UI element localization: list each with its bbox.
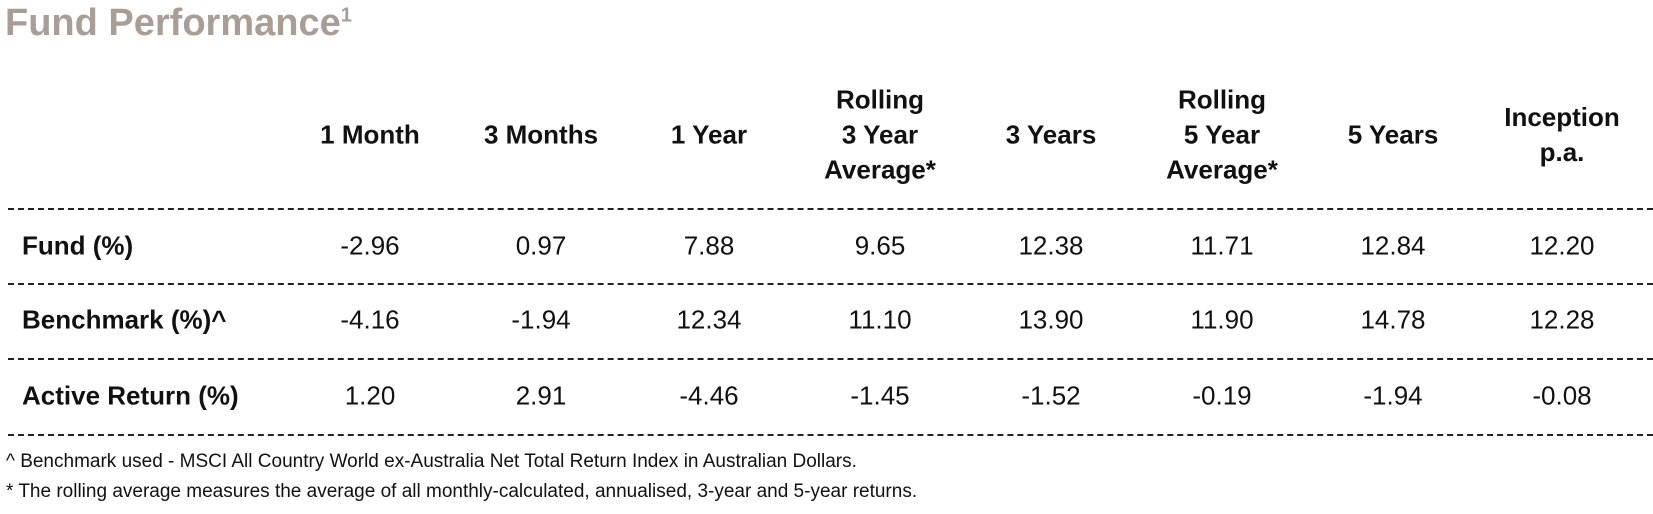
cell: -1.94 [1363, 380, 1423, 411]
column-header: 1 Month [285, 118, 455, 153]
cell: 12.28 [1529, 304, 1595, 335]
cell: 14.78 [1360, 304, 1426, 335]
cell: 7.88 [683, 230, 735, 261]
dashed-divider [8, 434, 1653, 436]
cell: 2.91 [515, 380, 567, 411]
dashed-divider [8, 283, 1653, 285]
column-header: 5 Years [1308, 118, 1478, 153]
cell: 9.65 [854, 230, 906, 261]
header-line: 1 Month [320, 119, 420, 150]
cell: 12.34 [676, 304, 742, 335]
title: Fund Performance1 [5, 2, 352, 45]
cell: 12.20 [1529, 230, 1595, 261]
header-line: Average* [824, 154, 936, 185]
cell: -4.46 [679, 380, 739, 411]
cell: 13.90 [1018, 304, 1084, 335]
header-line: 1 Year [670, 119, 748, 150]
header-line: 3 Years [1005, 119, 1097, 150]
column-header: 1 Year [624, 118, 794, 153]
dashed-divider [8, 358, 1653, 360]
cell: -2.96 [340, 230, 400, 261]
cell: -1.52 [1021, 380, 1081, 411]
footnote: ^ Benchmark used - MSCI All Country Worl… [6, 451, 857, 472]
cell: 11.71 [1190, 230, 1254, 261]
header-line: Rolling [835, 84, 925, 115]
column-header: Rolling 3 Year Average* [795, 83, 965, 188]
cell: -1.94 [511, 304, 571, 335]
dashed-divider [8, 208, 1653, 210]
column-header: 3 Years [966, 118, 1136, 153]
cell: -1.45 [850, 380, 910, 411]
cell: -0.08 [1532, 380, 1592, 411]
header-line: Inception [1504, 102, 1620, 132]
footnote: * The rolling average measures the avera… [6, 481, 918, 502]
cell: 11.90 [1190, 304, 1254, 335]
column-header: Rolling 5 Year Average* [1137, 83, 1307, 188]
title-text: Fund Performance [5, 2, 341, 44]
header-line: 3 Months [483, 119, 599, 150]
row-label: Benchmark (%)^ [22, 304, 227, 335]
header-line: 5 Years [1347, 119, 1439, 150]
cell: 1.20 [344, 380, 396, 411]
row-label: Fund (%) [22, 230, 134, 261]
header-line: Rolling [1177, 84, 1267, 115]
title-footnote: 1 [340, 4, 352, 27]
cell: 12.84 [1360, 230, 1426, 261]
row-label: Active Return (%) [22, 380, 239, 411]
header-line: Average* [1166, 154, 1278, 185]
cell: -0.19 [1192, 380, 1252, 411]
cell: -4.16 [340, 304, 400, 335]
cell: 11.10 [848, 304, 912, 335]
column-header: 3 Months [456, 118, 626, 153]
cell: 0.97 [515, 230, 567, 261]
header-line: 5 Year [1183, 119, 1261, 150]
cell: 12.38 [1018, 230, 1084, 261]
header-line: p.a. [1539, 137, 1585, 167]
header-line: 3 Year [841, 119, 919, 150]
column-header: Inception p.a. [1477, 100, 1647, 170]
